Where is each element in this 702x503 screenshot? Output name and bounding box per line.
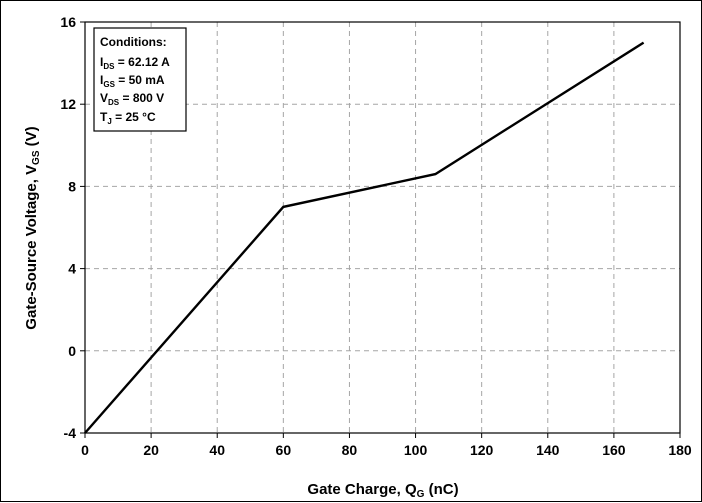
y-axis-title: Gate-Source Voltage, VGS (V) bbox=[23, 126, 42, 329]
x-tick-label: 20 bbox=[143, 442, 159, 458]
y-tick-label: 0 bbox=[68, 343, 76, 359]
x-tick-label: 100 bbox=[404, 442, 428, 458]
x-tick-label: 0 bbox=[81, 442, 89, 458]
x-tick-label: 60 bbox=[276, 442, 292, 458]
condition-tj: TJ = 25 °C bbox=[100, 110, 156, 126]
x-tick-label: 120 bbox=[470, 442, 494, 458]
condition-ids: IDS = 62.12 A bbox=[100, 55, 170, 71]
y-tick-label: -4 bbox=[64, 425, 77, 441]
x-axis-title: Gate Charge, QG (nC) bbox=[307, 481, 458, 500]
y-tick-label: 8 bbox=[68, 178, 76, 194]
x-tick-label: 180 bbox=[668, 442, 692, 458]
conditions-box: Conditions: IDS = 62.12 A IGS = 50 mA VD… bbox=[93, 27, 187, 132]
y-tick-label: 12 bbox=[60, 96, 76, 112]
condition-vds: VDS = 800 V bbox=[100, 91, 164, 107]
y-tick-label: 4 bbox=[68, 261, 76, 277]
x-tick-label: 40 bbox=[209, 442, 225, 458]
series-layer bbox=[84, 41, 645, 434]
y-tick-label: 16 bbox=[60, 14, 76, 30]
x-tick-label: 140 bbox=[536, 442, 560, 458]
x-tick-label: 160 bbox=[602, 442, 626, 458]
plot-area bbox=[84, 21, 681, 434]
x-tick-label: 80 bbox=[342, 442, 358, 458]
condition-igs: IGS = 50 mA bbox=[100, 73, 165, 89]
series-line bbox=[84, 41, 645, 434]
conditions-title: Conditions: bbox=[100, 35, 167, 49]
